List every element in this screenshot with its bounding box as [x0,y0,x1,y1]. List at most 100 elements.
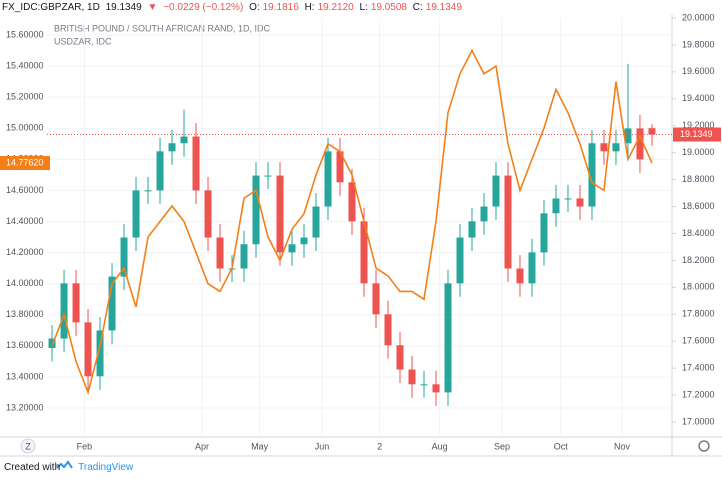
candle-body [216,237,224,269]
candle-body [132,190,140,238]
y2-tick-label: 17.4000 [682,363,715,373]
overlay-line [51,48,653,396]
x-tick-label: Nov [614,441,631,451]
candle-body [528,252,536,284]
y2-tick-label: 18.6000 [682,201,715,211]
close-value: 19.1349 [425,2,462,13]
x-tick-label: Jun [315,441,330,451]
candle-body [480,206,488,222]
candle-body [420,384,428,386]
footer-brand[interactable]: TradingView [78,462,134,473]
brand-logo [56,460,73,469]
candle-body [84,322,92,377]
candle-body [240,244,248,269]
candle-body [516,268,524,284]
x-tick-label: 2 [377,441,382,451]
candle-body [372,283,380,315]
candle-body [336,151,344,183]
y2-tick-label: 19.8000 [682,39,715,49]
y2-tick-label: 20.0000 [682,12,715,22]
y-tick-label: 13.40000 [6,371,44,381]
footer-text: Created with [4,462,61,473]
x-tick-label: Feb [77,441,93,451]
close-label: C: [412,2,423,13]
high-label: H: [304,2,315,13]
x-tick-label: Sep [494,441,510,451]
change-arrow: ▼ [147,2,158,13]
y-tick-label: 14.20000 [6,247,44,257]
labels: 13.20000 13.40000 13.60000 13.80000 14.00000… [0,12,721,451]
y2-tick-label: 17.2000 [682,389,715,399]
candle-body [648,128,656,135]
y2-tick-label: 19.6000 [682,66,715,76]
y-tick-label: 13.20000 [6,402,44,412]
header: FX_IDC:GBPZAR, 1D 19.1349 ▼ −0.0229 (−0.… [2,2,465,13]
candle-body [204,190,212,238]
candle-body [588,143,596,207]
x-tick-label: Oct [554,441,569,451]
y-tick-label: 15.20000 [6,92,44,102]
footer: Created with TradingView [4,462,133,473]
candle-body [252,175,260,245]
candle-body [564,198,572,200]
open-label: O: [249,2,260,13]
candle-body [120,237,128,277]
candle-body [552,198,560,214]
price-label-bg [673,127,721,142]
candle-body [432,384,440,393]
candle-body [168,143,176,152]
chart-title: BRITISH POUND / SOUTH AFRICAN RAND, 1D, … [54,23,271,33]
legend-overlay: USDZAR, IDC [54,36,112,46]
y-tick-label: 14.40000 [6,216,44,226]
settings-icon[interactable] [698,440,710,452]
change: −0.0229 (−0.12%) [163,2,244,13]
candle-body [144,190,152,192]
candle-body [636,128,644,160]
y2-tick-label: 17.6000 [682,336,715,346]
candle-body [408,369,416,385]
candle-body [312,206,320,238]
y2-tick-label: 19.2000 [682,120,715,130]
candle-body [576,198,584,207]
low-value: 19.0508 [370,2,407,13]
low-label: L: [359,2,368,13]
candle-body [468,221,476,238]
y-tick-label: 15.40000 [6,60,44,70]
candle-body [624,128,632,144]
candle-body [504,175,512,269]
candle-body [300,237,308,245]
zoom-button-label[interactable]: Z [25,441,31,451]
marks [47,48,672,406]
x-tick-label: May [251,441,269,451]
symbol: FX_IDC:GBPZAR, 1D [2,2,100,13]
candle-body [108,276,116,331]
candle-body [600,143,608,152]
y2-tick-label: 18.0000 [682,282,715,292]
y-tick-label: 15.60000 [6,29,44,39]
zoom-button[interactable] [20,438,36,454]
y-tick-label: 15.00000 [6,123,44,133]
candle-body [48,338,56,348]
candle-body [396,345,404,370]
y2-tick-label: 19.0000 [682,147,715,157]
last-price: 19.1349 [105,2,142,13]
candle-body [96,330,104,377]
candle-body [348,182,356,222]
x-tick-label: Apr [195,441,209,451]
candle-body [444,283,452,393]
high-value: 19.2120 [317,2,354,13]
y2-tick-label: 18.8000 [682,174,715,184]
candle-body [180,136,188,144]
open-value: 19.1816 [262,2,299,13]
y-tick-label: 13.80000 [6,309,44,319]
y2-tick-label: 18.2000 [682,255,715,265]
candle-body [72,283,80,323]
candle-body [456,237,464,284]
overlay-label-bg [0,156,50,171]
candle-body [360,221,368,284]
y2-tick-label: 17.0000 [682,416,715,426]
x-tick-label: Aug [432,441,448,451]
y2-tick-label: 17.8000 [682,309,715,319]
y2-tick-label: 19.4000 [682,93,715,103]
